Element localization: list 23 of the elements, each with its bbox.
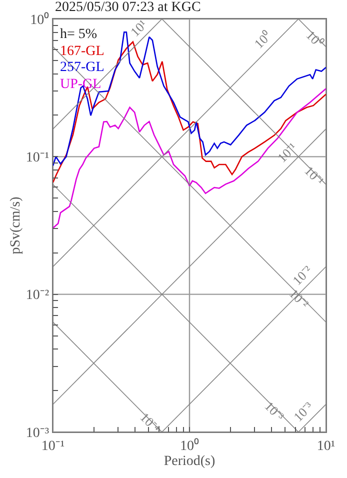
- text: 10¹: [127, 16, 150, 40]
- text: 10⁰: [251, 28, 275, 52]
- y-tick-label: 10⁻³: [26, 426, 50, 441]
- y-tick-label: 10⁰: [30, 12, 50, 28]
- annotation: h= 5%: [60, 27, 98, 42]
- text: UP-GL: [60, 77, 102, 92]
- text: 10⁻³: [290, 398, 316, 424]
- text: 10⁰: [303, 27, 327, 51]
- text: 10⁻¹: [302, 163, 328, 188]
- series-label: 257-GL: [60, 60, 104, 75]
- text: 10⁻²: [290, 262, 315, 288]
- chart-title: 2025/05/30 07:23 at KGC: [55, 0, 201, 15]
- text: 10⁻⁴: [137, 410, 164, 436]
- x-axis-title: Period(s): [164, 454, 216, 470]
- x-tick-label: 10¹: [316, 438, 336, 454]
- series-label: 167-GL: [60, 44, 104, 59]
- x-tick-label: 10⁰: [180, 438, 199, 454]
- text: 10⁻³: [262, 398, 288, 424]
- y-tick-label: 10⁻¹: [26, 150, 50, 166]
- y-tick-label: 10⁻²: [26, 288, 50, 304]
- x-tick-label: 10⁻¹: [41, 438, 65, 454]
- text: 10⁻¹: [274, 140, 300, 166]
- y-axis-title: pSv(cm/s): [8, 196, 24, 254]
